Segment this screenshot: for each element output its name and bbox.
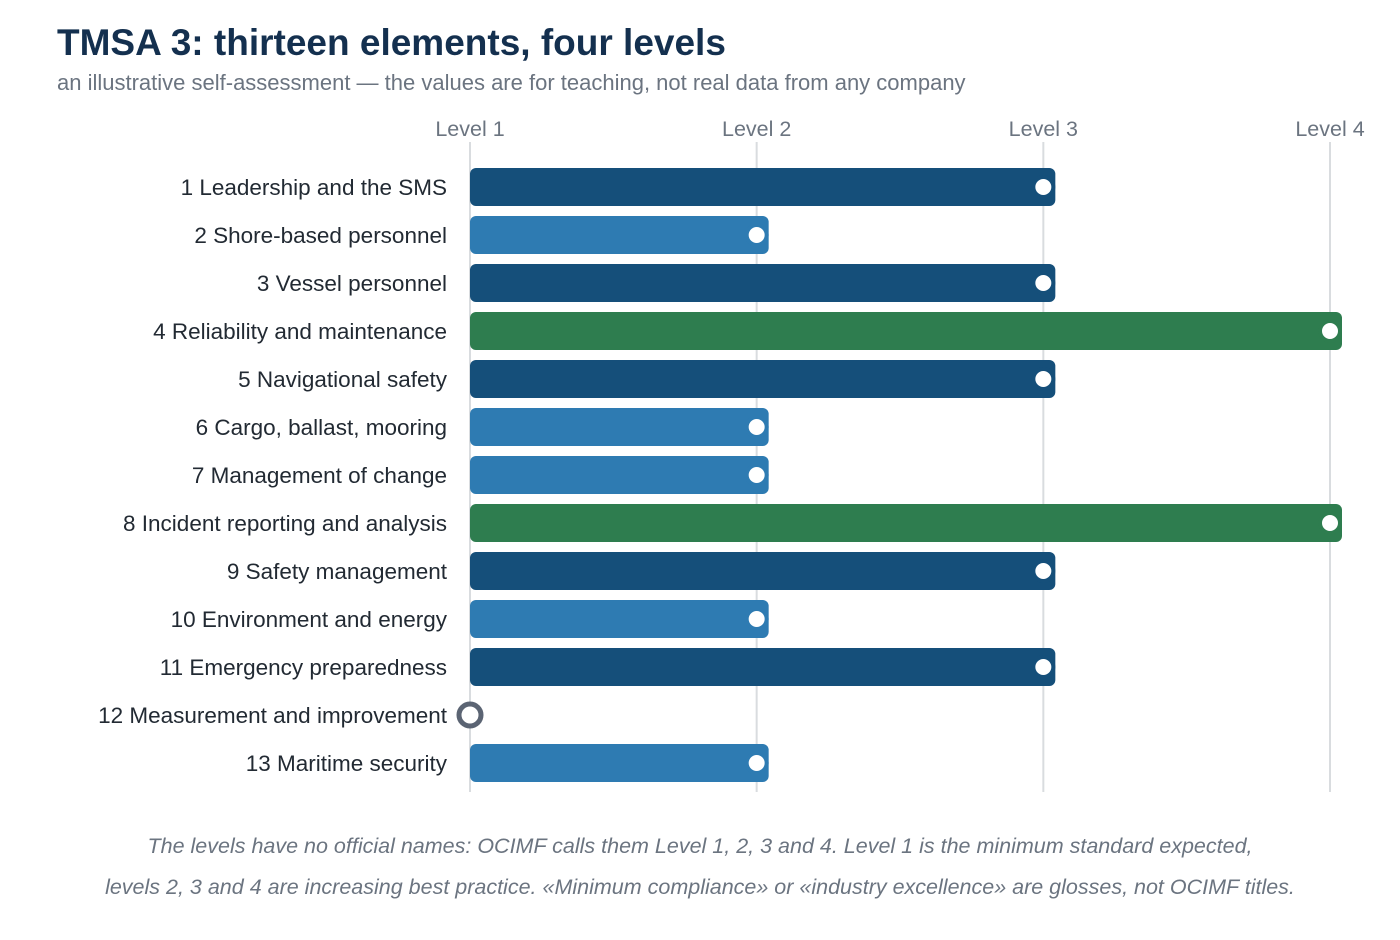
bar-end-marker xyxy=(744,415,769,439)
bar xyxy=(470,600,769,638)
category-label: 6 Cargo, ballast, mooring xyxy=(196,415,447,440)
x-tick-label: Level 3 xyxy=(1009,117,1078,141)
x-tick-label: Level 4 xyxy=(1295,117,1364,141)
bar-end-marker xyxy=(1031,175,1056,199)
category-label: 10 Environment and energy xyxy=(171,607,448,632)
footnote-line-1: The levels have no official names: OCIMF… xyxy=(147,834,1253,858)
bar xyxy=(470,456,769,494)
bar xyxy=(470,168,1056,206)
bar-end-marker xyxy=(1031,655,1056,679)
footnote: The levels have no official names: OCIMF… xyxy=(0,826,1400,908)
category-label: 8 Incident reporting and analysis xyxy=(123,511,447,536)
category-label: 11 Emergency preparedness xyxy=(160,655,447,680)
chart-title: TMSA 3: thirteen elements, four levels xyxy=(57,22,726,63)
bar-end-marker xyxy=(1318,319,1342,343)
bar xyxy=(470,504,1342,542)
x-tick-label: Level 2 xyxy=(722,117,791,141)
bar-end-marker xyxy=(1031,367,1056,391)
bar xyxy=(470,216,769,254)
bar xyxy=(470,552,1056,590)
bar xyxy=(470,360,1056,398)
chart-subtitle: an illustrative self-assessment — the va… xyxy=(57,70,966,95)
category-label: 12 Measurement and improvement xyxy=(98,703,448,728)
category-label: 1 Leadership and the SMS xyxy=(181,175,447,200)
category-label: 5 Navigational safety xyxy=(238,367,448,392)
category-label: 2 Shore-based personnel xyxy=(194,223,447,248)
category-label: 4 Reliability and maintenance xyxy=(153,319,447,344)
bar xyxy=(470,744,769,782)
bar-end-marker xyxy=(744,751,769,775)
bar-end-marker xyxy=(1031,559,1056,583)
category-label: 13 Maritime security xyxy=(246,751,448,776)
bar-end-marker xyxy=(744,607,769,631)
bar xyxy=(470,312,1342,350)
bar xyxy=(470,264,1056,302)
bar-end-marker xyxy=(1318,511,1342,535)
bar xyxy=(470,648,1056,686)
bar-end-marker xyxy=(1031,271,1056,295)
bar xyxy=(470,408,769,446)
category-label: 3 Vessel personnel xyxy=(257,271,447,296)
bar-end-marker xyxy=(456,701,484,729)
tmsa-bar-chart: Level 1 Level 2 Level 3 Level 4 1 Leadership… xyxy=(98,117,1365,792)
category-label: 7 Management of change xyxy=(192,463,447,488)
category-label: 9 Safety management xyxy=(227,559,448,584)
bar-end-marker xyxy=(744,223,769,247)
footnote-line-2: levels 2, 3 and 4 are increasing best pr… xyxy=(105,875,1295,899)
x-tick-label: Level 1 xyxy=(435,117,504,141)
bar-end-marker xyxy=(744,463,769,487)
